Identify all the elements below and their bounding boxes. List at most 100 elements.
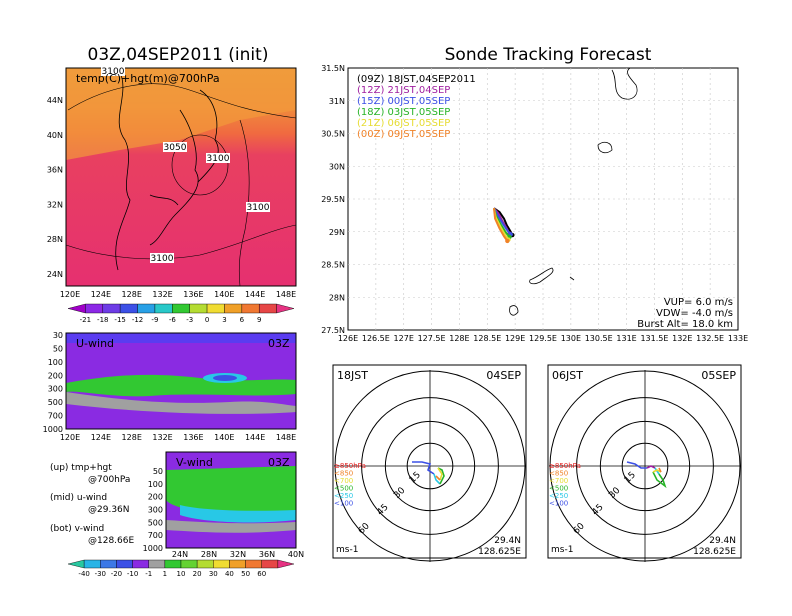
colorbar-swatch	[206, 303, 225, 314]
colorbar-swatch	[116, 559, 133, 569]
note-line: @29.36N	[88, 505, 130, 515]
lat-tick-label: 24N	[47, 270, 63, 279]
colorbar-label: 9	[257, 316, 261, 324]
y-tick-label: 30.5N	[321, 130, 345, 139]
lat-tick-label: 44N	[47, 96, 63, 105]
colorbar-swatch	[189, 303, 208, 314]
colorbar-swatch	[85, 303, 103, 314]
colorbar-label: -10	[127, 570, 138, 578]
colorbar-label: 0	[205, 316, 209, 324]
x-tick-label: 127.5E	[418, 334, 446, 343]
colorbar-swatch	[277, 559, 295, 569]
x-tick-label: 132E	[672, 334, 692, 343]
y-tick-label: 31N	[329, 97, 345, 106]
colorbar-swatch	[196, 559, 214, 569]
colorbar-label: -9	[151, 316, 158, 324]
pressure-tick-label: 50	[153, 467, 163, 476]
pressure-tick-label: 50	[53, 344, 63, 353]
colorbar-swatch	[172, 303, 190, 314]
note-line: (bot) v-wind	[50, 524, 104, 534]
legend-entry: (21Z) 06JST,05SEP	[357, 118, 450, 129]
colorbar-label: 30	[209, 570, 218, 578]
y-tick-label: 27.5N	[321, 326, 345, 335]
hodograph-line	[437, 467, 445, 485]
lon-tick-label: 132E	[152, 290, 172, 299]
colorbar-swatch	[83, 559, 101, 569]
lon-tick-label: 124E	[91, 290, 111, 299]
colorbar-swatch	[229, 559, 246, 569]
legend-entry: (18Z) 03JST,05SEP	[357, 107, 450, 118]
level-legend: <700	[334, 477, 353, 485]
colorbar-label: -20	[111, 570, 122, 578]
lon-tick-label: 144E	[245, 290, 265, 299]
colorbar-swatch	[119, 303, 138, 314]
level-legend: <850	[334, 470, 353, 478]
colorbar-label: 3	[222, 316, 226, 324]
lat-tick-label: 28N	[47, 235, 63, 244]
vwind-time: 03Z	[268, 456, 290, 469]
pressure-tick-label: 30	[53, 331, 63, 340]
level-legend: ≥850hPa	[549, 462, 581, 470]
wind-colorbar: -40 -30 -20 -10 -1 1 10 20 30 40 50 60	[67, 559, 295, 578]
polar-left-units: ms-1	[336, 545, 358, 555]
info-line: VDW= -4.0 m/s	[656, 308, 733, 319]
vwind-label: V-wind	[176, 456, 213, 469]
pressure-tick-label: 300	[48, 385, 63, 394]
hodograph-line	[654, 467, 660, 475]
colorbar-label: -21	[80, 316, 91, 324]
x-tick-label: 133E	[728, 334, 748, 343]
track-map: 126E 126.5E 127E 127.5E 128E 128.5E 129E 129.5E…	[321, 64, 748, 343]
right-title: Sonde Tracking Forecast	[445, 45, 652, 65]
lon-tick-label: 136E	[183, 433, 203, 442]
temp-map-label: temp(C)+hgt(m)@700hPa	[76, 72, 220, 85]
level-legend: <100	[334, 500, 353, 508]
x-tick-label: 128.5E	[473, 334, 501, 343]
contour-label: 3100	[102, 67, 125, 77]
pressure-tick-label: 100	[48, 358, 63, 367]
lon-tick-label: 140E	[214, 433, 234, 442]
contour-label: 3100	[207, 154, 230, 164]
temperature-colorbar: -21 -18 -15 -12 -9 -6 -3 0 3 6 9	[67, 303, 295, 324]
x-tick-label: 129E	[505, 334, 525, 343]
left-title: 03Z,04SEP2011 (init)	[88, 45, 269, 65]
lon-tick-label: 148E	[276, 433, 296, 442]
colorbar-label: -18	[97, 316, 108, 324]
polar-right-date: 05SEP	[701, 369, 736, 382]
hodograph-line	[652, 469, 662, 473]
colorbar-swatch	[276, 303, 295, 314]
colorbar-label: 20	[193, 570, 202, 578]
panel-notes: (up) tmp+hgt @700hPa (mid) u-wind @29.36…	[50, 463, 134, 546]
colorbar-swatch	[164, 559, 182, 569]
x-tick-label: 129.5E	[529, 334, 557, 343]
hodograph-line	[646, 465, 656, 469]
colorbar-swatch	[241, 303, 260, 314]
x-tick-label: 127E	[394, 334, 414, 343]
note-line: (mid) u-wind	[50, 493, 107, 503]
pressure-tick-label: 500	[48, 398, 63, 407]
colorbar-swatch	[213, 559, 230, 569]
lat-tick-label: 32N	[230, 550, 246, 559]
hodograph-line	[435, 475, 441, 481]
legend-entry: (15Z) 00JST,05SEP	[357, 96, 450, 107]
pressure-tick-label: 200	[48, 371, 63, 380]
lat-tick-label: 24N	[172, 550, 188, 559]
lat-tick-label: 36N	[259, 550, 275, 559]
legend-entry: (12Z) 21JST,04SEP	[357, 85, 450, 96]
uwind-label: U-wind	[76, 337, 114, 350]
track-endpoint	[505, 238, 510, 244]
polar-right-lon: 128.625E	[693, 547, 736, 557]
polar-left-time: 18JST	[337, 369, 368, 382]
level-legend: <500	[334, 485, 353, 493]
x-tick-label: 126.5E	[362, 334, 390, 343]
pressure-tick-label: 200	[148, 493, 163, 502]
polar-left-lon: 128.625E	[478, 547, 521, 557]
colorbar-label: -12	[132, 316, 143, 324]
lon-tick-label: 136E	[183, 290, 203, 299]
y-tick-label: 28.5N	[321, 261, 345, 270]
pressure-tick-label: 700	[148, 531, 163, 540]
colorbar-swatch	[154, 303, 173, 314]
lon-tick-label: 124E	[91, 433, 111, 442]
hodograph-line	[437, 467, 443, 481]
